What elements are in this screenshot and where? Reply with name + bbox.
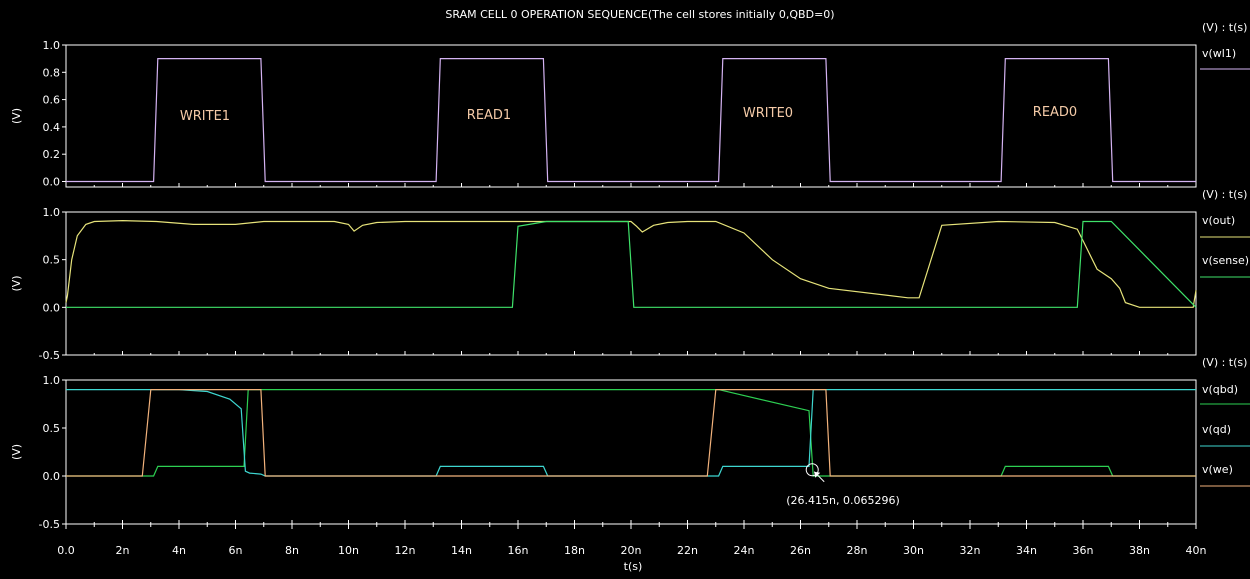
x-tick-label: 38n (1129, 544, 1150, 557)
x-tick-label: 14n (451, 544, 472, 557)
panel-frame (65, 211, 1197, 356)
y-tick-label: 1.0 (43, 206, 61, 219)
series-line-v-qbd (66, 389, 1196, 477)
x-tick-label: 2n (116, 544, 130, 557)
axis-unit-label: (V) : t(s) (1202, 356, 1247, 369)
y-axis-label: (V) (10, 108, 23, 124)
legend-label-v-we: v(we) (1202, 463, 1233, 476)
y-tick-label: 0.0 (43, 176, 61, 189)
legend-label-v-qd: v(qd) (1202, 423, 1231, 436)
series-line-v-qd (66, 389, 1196, 477)
y-tick-label: 0.5 (43, 254, 61, 267)
legend-label-v-wl1: v(wl1) (1202, 47, 1236, 60)
x-tick-label: 10n (338, 544, 359, 557)
x-axis-label: t(s) (624, 560, 643, 573)
annotation-read1: READ1 (467, 108, 511, 123)
y-tick-label: -0.5 (39, 349, 60, 362)
x-tick-label: 40n (1186, 544, 1207, 557)
x-tick-label: 0.0 (57, 544, 75, 557)
x-tick-label: 28n (847, 544, 868, 557)
annotation-write0: WRITE0 (743, 106, 793, 121)
axis-unit-label: (V) : t(s) (1202, 188, 1247, 201)
x-tick-label: 26n (790, 544, 811, 557)
series-line-v-wl1 (66, 57, 1196, 183)
y-tick-label: 0.4 (43, 121, 61, 134)
y-axis-label: (V) (10, 275, 23, 291)
series-line-v-we (66, 389, 1196, 477)
panels-container: (V) 0.0 0.2 0.4 0.6 0.8 1.0 (V) : t(s) v(wl1) WRI… (10, 21, 1250, 531)
y-tick-label: 0.0 (43, 470, 61, 483)
x-tick-label: 30n (903, 544, 924, 557)
annotation-write1: WRITE1 (180, 109, 230, 124)
panel-1: (V) 0.0 0.2 0.4 0.6 0.8 1.0 (V) : t(s) v(wl1) WRI… (10, 21, 1250, 189)
panel-frame (65, 379, 1197, 525)
cursor-marker (805, 463, 819, 477)
y-tick-label: 0.6 (43, 94, 61, 107)
legend-label-v-sense: v(sense) (1202, 254, 1249, 267)
y-tick-label: 0.8 (43, 66, 61, 79)
series-line-v-out (65, 219, 1197, 308)
x-tick-label: 36n (1073, 544, 1094, 557)
series-line-v-sense (66, 220, 1197, 308)
x-tick-label: 18n (564, 544, 585, 557)
legend-label-v-qbd: v(qbd) (1202, 383, 1238, 396)
x-tick-label: 4n (172, 544, 186, 557)
x-tick-label: 12n (395, 544, 416, 557)
y-tick-label: 1.0 (43, 39, 61, 52)
panel-frame (65, 44, 1197, 188)
x-tick-label: 6n (229, 544, 243, 557)
x-tick-label: 16n (508, 544, 529, 557)
y-tick-label: 1.0 (43, 374, 61, 387)
x-axis: 0.0 2n 4n 6n 8n 10n 12n 14n 16n 18n 20n 22n 24n 26n 28… (57, 524, 1207, 557)
x-tick-label: 24n (734, 544, 755, 557)
x-tick-label: 8n (285, 544, 299, 557)
y-tick-label: 0.0 (43, 301, 61, 314)
annotation-read0: READ0 (1033, 105, 1077, 120)
legend-label-v-out: v(out) (1202, 214, 1235, 227)
y-axis-label: (V) (10, 444, 23, 460)
axis-unit-label: (V) : t(s) (1202, 21, 1247, 34)
panel-2: (V) -0.5 0.0 0.5 1.0 (V) : t(s) v(out) v(sense) (10, 188, 1250, 362)
cursor-readout: (26.415n, 0.065296) (786, 494, 900, 507)
y-tick-label: -0.5 (39, 518, 60, 531)
panel-3: (V) -0.5 0.0 0.5 1.0 (V) : t(s) v(qbd) v(qd) v(w… (10, 356, 1250, 531)
x-tick-label: 22n (677, 544, 698, 557)
cursor-arrowhead (814, 471, 821, 478)
x-tick-label: 34n (1016, 544, 1037, 557)
y-tick-label: 0.5 (43, 422, 61, 435)
x-tick-label: 32n (960, 544, 981, 557)
x-tick-label: 20n (621, 544, 642, 557)
plot-title: SRAM CELL 0 OPERATION SEQUENCE(The cell … (445, 8, 834, 21)
y-tick-label: 0.2 (43, 148, 61, 161)
